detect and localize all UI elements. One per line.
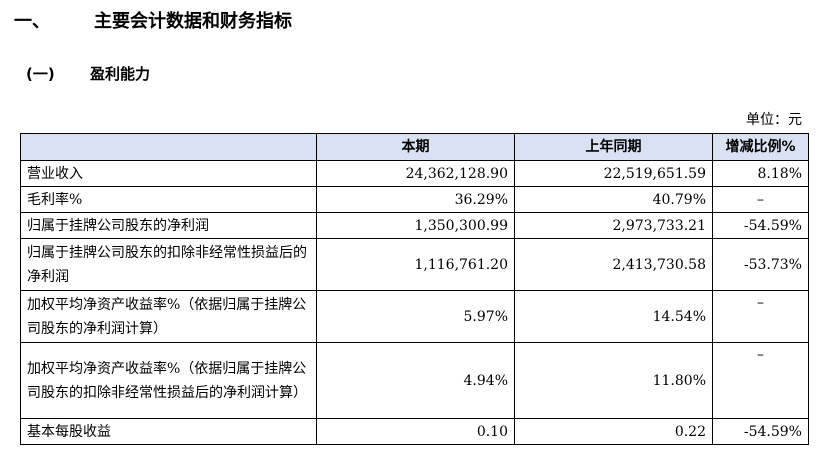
current-value: 4.94% — [316, 342, 515, 419]
current-value: 36.29% — [316, 186, 515, 213]
header-previous-period: 上年同期 — [514, 133, 713, 161]
row-label: 归属于挂牌公司股东的净利润 — [20, 212, 317, 239]
previous-value: 0.22 — [514, 418, 713, 445]
current-value: 24,362,128.90 — [316, 160, 515, 187]
subsection-heading: (一) 盈利能力 — [26, 63, 150, 85]
table-header-row: 本期 上年同期 增减比例% — [20, 133, 809, 161]
header-current-period: 本期 — [316, 133, 515, 161]
table-row: 营业收入 24,362,128.90 22,519,651.59 8.18% — [20, 160, 809, 187]
header-blank — [20, 133, 317, 161]
change-value: – — [712, 342, 809, 419]
section-heading: 一、 主要会计数据和财务指标 — [14, 10, 292, 34]
row-label: 加权平均净资产收益率%（依据归属于挂牌公司股东的扣除非经常性损益后的净利润计算） — [20, 342, 317, 419]
change-value: -53.73% — [712, 238, 809, 291]
unit-label: 单位：元 — [746, 112, 802, 128]
subsection-number: (一) — [26, 65, 55, 83]
change-value: -54.59% — [712, 212, 809, 239]
row-label: 营业收入 — [20, 160, 317, 187]
profitability-table: 本期 上年同期 增减比例% 营业收入 24,362,128.90 22,519,… — [20, 133, 809, 445]
table-row: 基本每股收益 0.10 0.22 -54.59% — [20, 418, 809, 445]
table-row: 归属于挂牌公司股东的净利润 1,350,300.99 2,973,733.21 … — [20, 212, 809, 239]
row-label: 归属于挂牌公司股东的扣除非经常性损益后的净利润 — [20, 238, 317, 291]
section-number: 一、 — [14, 11, 50, 32]
row-label: 基本每股收益 — [20, 418, 317, 445]
change-value: – — [712, 290, 809, 343]
table-row: 加权平均净资产收益率%（依据归属于挂牌公司股东的净利润计算） 5.97% 14.… — [20, 290, 809, 343]
previous-value: 40.79% — [514, 186, 713, 213]
section-title: 主要会计数据和财务指标 — [94, 11, 292, 32]
table-row: 加权平均净资产收益率%（依据归属于挂牌公司股东的扣除非经常性损益后的净利润计算）… — [20, 342, 809, 419]
current-value: 1,350,300.99 — [316, 212, 515, 239]
subsection-title: 盈利能力 — [90, 65, 151, 83]
previous-value: 11.80% — [514, 342, 713, 419]
change-value: -54.59% — [712, 418, 809, 445]
header-change-ratio: 增减比例% — [712, 133, 809, 161]
table-row: 毛利率% 36.29% 40.79% – — [20, 186, 809, 213]
row-label: 毛利率% — [20, 186, 317, 213]
previous-value: 2,973,733.21 — [514, 212, 713, 239]
previous-value: 14.54% — [514, 290, 713, 343]
change-value: 8.18% — [712, 160, 809, 187]
previous-value: 22,519,651.59 — [514, 160, 713, 187]
previous-value: 2,413,730.58 — [514, 238, 713, 291]
current-value: 1,116,761.20 — [316, 238, 515, 291]
row-label: 加权平均净资产收益率%（依据归属于挂牌公司股东的净利润计算） — [20, 290, 317, 343]
table-row: 归属于挂牌公司股东的扣除非经常性损益后的净利润 1,116,761.20 2,4… — [20, 238, 809, 291]
change-value: – — [712, 186, 809, 213]
current-value: 0.10 — [316, 418, 515, 445]
current-value: 5.97% — [316, 290, 515, 343]
